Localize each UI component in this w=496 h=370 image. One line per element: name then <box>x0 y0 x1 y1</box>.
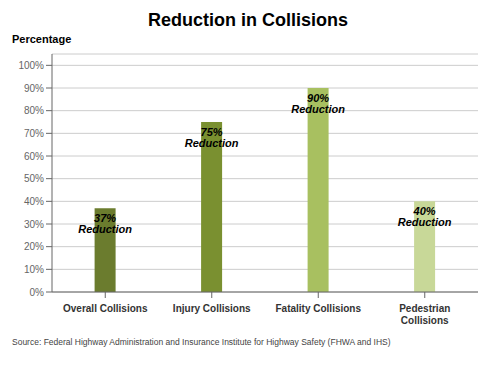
svg-text:20%: 20% <box>24 241 44 252</box>
svg-text:Fatality Collisions: Fatality Collisions <box>275 303 361 314</box>
svg-text:75%Reduction: 75%Reduction <box>185 126 239 149</box>
svg-text:100%: 100% <box>18 60 44 71</box>
svg-text:37%Reduction: 37%Reduction <box>78 212 132 235</box>
svg-text:40%Reduction: 40%Reduction <box>398 205 452 228</box>
svg-text:10%: 10% <box>24 264 44 275</box>
svg-text:Injury Collisions: Injury Collisions <box>173 303 251 314</box>
svg-text:40%: 40% <box>24 196 44 207</box>
svg-text:0%: 0% <box>30 287 45 298</box>
svg-text:PedestrianCollisions: PedestrianCollisions <box>399 303 450 326</box>
svg-text:30%: 30% <box>24 219 44 230</box>
svg-text:50%: 50% <box>24 173 44 184</box>
svg-text:Overall Collisions: Overall Collisions <box>63 303 148 314</box>
svg-text:90%Reduction: 90%Reduction <box>291 92 345 115</box>
svg-text:90%: 90% <box>24 83 44 94</box>
svg-text:70%: 70% <box>24 128 44 139</box>
html-text:Percentage: Percentage <box>12 33 72 45</box>
html-text:Source: Federal Highway Admini: Source: Federal Highway Administration a… <box>12 337 391 347</box>
svg-text:80%: 80% <box>24 105 44 116</box>
svg-text:60%: 60% <box>24 151 44 162</box>
html-text:Reduction in Collisions: Reduction in Collisions <box>148 10 348 30</box>
